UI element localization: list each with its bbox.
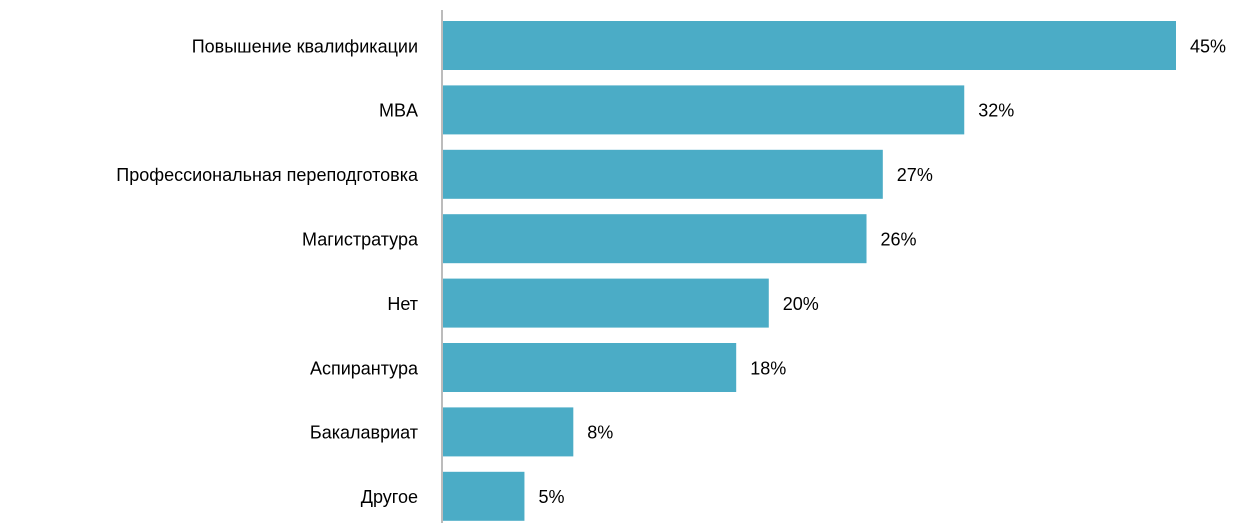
value-label: 8% xyxy=(587,423,613,443)
category-label: MBA xyxy=(379,101,418,121)
bar xyxy=(443,214,867,264)
category-label: Другое xyxy=(361,487,418,507)
value-label: 45% xyxy=(1190,36,1226,56)
bar xyxy=(443,21,1176,70)
category-label: Аспирантура xyxy=(310,358,419,378)
value-label: 5% xyxy=(538,487,564,507)
value-label: 18% xyxy=(750,358,786,378)
bar xyxy=(443,343,737,392)
bar xyxy=(443,471,525,521)
category-label: Повышение квалификации xyxy=(192,36,418,56)
category-label: Магистратура xyxy=(302,229,419,249)
value-label: 27% xyxy=(897,165,933,185)
bar xyxy=(443,149,883,199)
bar xyxy=(443,85,965,135)
bar xyxy=(443,278,769,328)
category-label: Профессиональная переподготовка xyxy=(116,165,419,185)
value-label: 26% xyxy=(881,229,917,249)
bar xyxy=(443,407,574,457)
value-label: 32% xyxy=(978,101,1014,121)
value-label: 20% xyxy=(783,294,819,314)
category-label: Бакалавриат xyxy=(310,423,418,443)
category-label: Нет xyxy=(387,294,418,314)
